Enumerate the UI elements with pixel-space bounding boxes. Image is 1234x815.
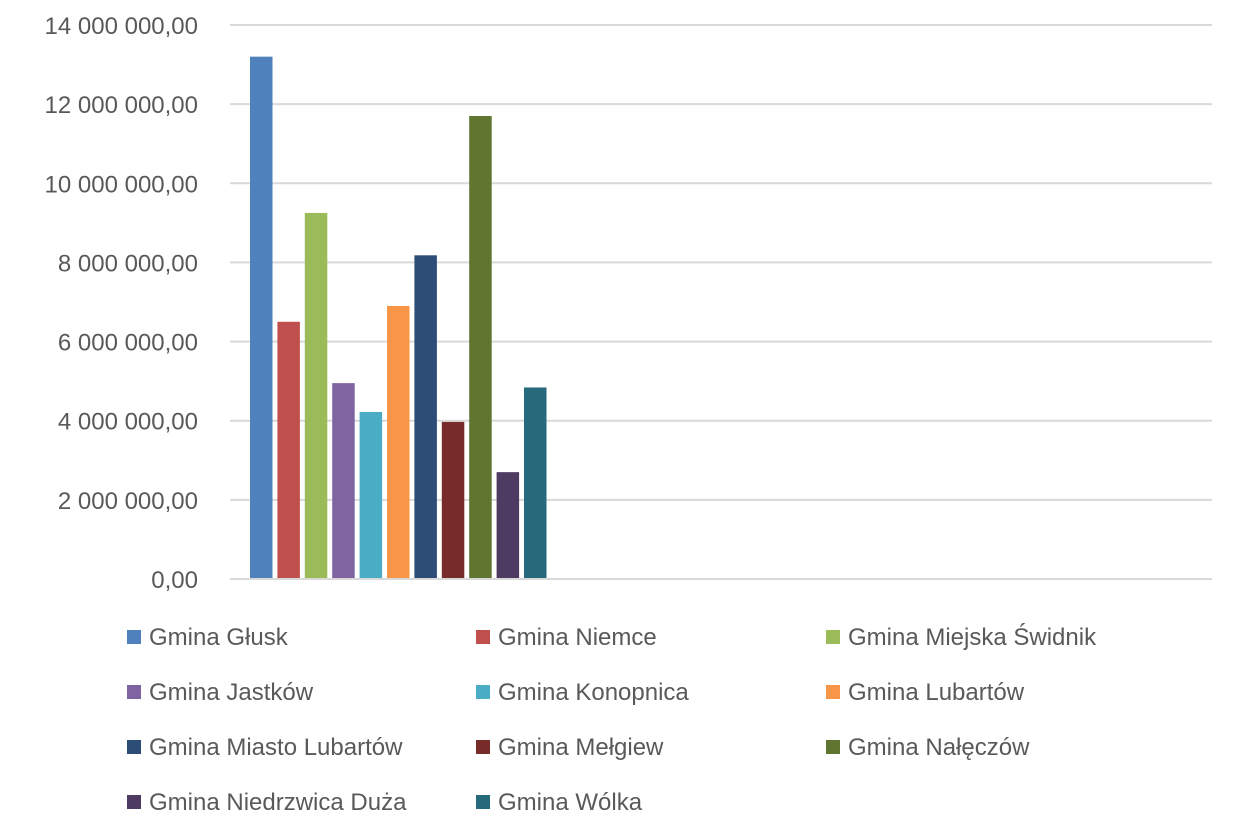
- y-tick-label: 4 000 000,00: [58, 409, 198, 436]
- legend-swatch: [476, 795, 490, 809]
- legend-label: Gmina Niemce: [498, 624, 657, 651]
- bar: [524, 387, 547, 579]
- legend-swatch: [476, 630, 490, 644]
- legend-label: Gmina Lubartów: [848, 679, 1025, 706]
- legend-swatch: [127, 795, 141, 809]
- bar: [277, 321, 300, 579]
- legend-swatch: [826, 740, 840, 754]
- y-axis-tick-labels: 0,00 2 000 000,00 4 000 000,00 6 000 000,00…: [45, 13, 198, 594]
- legend-swatch: [476, 740, 490, 754]
- legend-swatch: [127, 740, 141, 754]
- bar: [387, 305, 410, 579]
- bar: [250, 56, 273, 579]
- bar: [304, 212, 328, 579]
- legend-swatch: [127, 685, 141, 699]
- y-tick-label: 10 000 000,00: [45, 171, 198, 198]
- y-tick-label: 14 000 000,00: [45, 13, 198, 40]
- legend-swatch: [127, 630, 141, 644]
- legend-label: Gmina Niedrzwica Duża: [149, 789, 407, 815]
- legend-label: Gmina Jastków: [149, 679, 314, 706]
- bar: [332, 383, 355, 579]
- bars: [250, 56, 547, 579]
- y-tick-label: 2 000 000,00: [58, 488, 198, 515]
- legend-label: Gmina Konopnica: [498, 679, 689, 706]
- bar: [496, 472, 520, 579]
- y-tick-label: 12 000 000,00: [45, 92, 198, 119]
- bar: [441, 421, 465, 579]
- legend-label: Gmina Miejska Świdnik: [848, 623, 1097, 651]
- legend-label: Gmina Głusk: [149, 624, 289, 651]
- bar: [469, 116, 492, 579]
- legend-swatch: [826, 685, 840, 699]
- legend-label: Gmina Wólka: [498, 789, 643, 815]
- legend-label: Gmina Mełgiew: [498, 734, 664, 761]
- y-tick-label: 6 000 000,00: [58, 330, 198, 357]
- legend-swatch: [826, 630, 840, 644]
- legend-label: Gmina Nałęczów: [848, 734, 1030, 761]
- legend-label: Gmina Miasto Lubartów: [149, 734, 403, 761]
- bar: [414, 255, 437, 579]
- y-tick-label: 0,00: [151, 567, 198, 594]
- y-tick-label: 8 000 000,00: [58, 250, 198, 277]
- legend: Gmina Głusk Gmina Niemce Gmina Miejska Świ…: [127, 623, 1097, 815]
- bar: [359, 412, 383, 579]
- legend-swatch: [476, 685, 490, 699]
